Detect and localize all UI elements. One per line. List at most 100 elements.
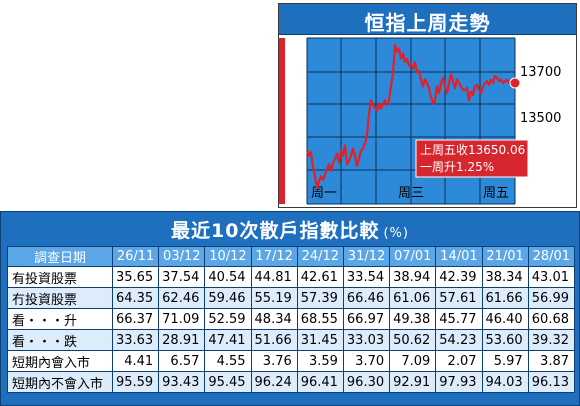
table-cell: 44.81 <box>250 266 298 288</box>
table-cell: 71.09 <box>158 308 206 330</box>
table-cell: 49.38 <box>389 308 437 330</box>
table-cell: 31.45 <box>296 329 344 351</box>
table-cell: 43.01 <box>527 266 576 288</box>
table-cell: 3.70 <box>342 350 391 372</box>
header-date: 07/01 <box>389 246 437 267</box>
line-chart: 周一 周三 周五 13700 13500 上周五收13650.06 一周升1.2… <box>279 37 561 205</box>
table-cell: 96.24 <box>250 371 298 393</box>
row-label: 看・・・升 <box>7 308 113 330</box>
annotation-close: 上周五收13650.06 <box>420 143 525 157</box>
table-cell: 92.91 <box>389 371 437 393</box>
table-row: 有投資股票 35.65 37.54 40.54 44.81 42.61 33.54 38.94… <box>7 266 576 288</box>
table-cell: 38.34 <box>481 266 529 288</box>
table-cell: 46.40 <box>481 308 529 330</box>
table-cell: 42.39 <box>435 266 483 288</box>
chart-title: 恒指上周走勢 <box>364 11 491 35</box>
table-cell: 52.59 <box>204 308 252 330</box>
chart-title-bar: 恒指上周走勢 <box>279 4 576 35</box>
table-cell: 6.57 <box>158 350 206 372</box>
table-cell: 55.19 <box>250 287 298 309</box>
table-title-unit: (%) <box>383 226 409 241</box>
row-label: 短期內會入市 <box>7 350 113 372</box>
table-cell: 95.45 <box>204 371 252 393</box>
table-cell: 39.32 <box>527 329 576 351</box>
table-cell: 7.09 <box>389 350 437 372</box>
row-label: 有投資股票 <box>7 266 113 288</box>
table-cell: 61.66 <box>481 287 529 309</box>
header-date: 31/12 <box>342 246 391 267</box>
retail-index-table: 調查日期 26/11 03/12 10/12 17/12 24/12 31/12 07/01 1… <box>7 246 576 393</box>
table-cell: 5.97 <box>481 350 529 372</box>
table-cell: 40.54 <box>204 266 252 288</box>
table-cell: 96.30 <box>342 371 391 393</box>
table-cell: 59.46 <box>204 287 252 309</box>
table-cell: 61.06 <box>389 287 437 309</box>
table-cell: 3.76 <box>250 350 298 372</box>
table-cell: 33.63 <box>111 329 160 351</box>
header-survey-date: 調查日期 <box>7 246 113 267</box>
left-edge-strip <box>279 38 285 204</box>
y-tick-13500: 13500 <box>520 111 561 126</box>
table-cell: 33.03 <box>342 329 391 351</box>
x-label-wed: 周三 <box>398 186 424 201</box>
table-cell: 37.54 <box>158 266 206 288</box>
annotation-change: 一周升1.25% <box>420 160 494 174</box>
table-cell: 66.97 <box>342 308 391 330</box>
header-date: 24/12 <box>296 246 344 267</box>
table-row: 看・・・升 66.37 71.09 52.59 48.34 68.55 66.97 49.38… <box>7 308 576 330</box>
table-row: 看・・・跌 33.63 28.91 47.41 51.66 31.45 33.03 50.62… <box>7 329 576 351</box>
table-cell: 66.37 <box>111 308 160 330</box>
table-cell: 3.59 <box>296 350 344 372</box>
table-cell: 57.61 <box>435 287 483 309</box>
table-cell: 2.07 <box>435 350 483 372</box>
hsi-weekly-chart: 恒指上周走勢 周一 周三 周五 13700 13500 <box>278 3 577 208</box>
table-cell: 93.43 <box>158 371 206 393</box>
table-cell: 95.59 <box>111 371 160 393</box>
table-cell: 62.46 <box>158 287 206 309</box>
table-cell: 48.34 <box>250 308 298 330</box>
table-cell: 38.94 <box>389 266 437 288</box>
header-date: 14/01 <box>435 246 483 267</box>
annotation-box <box>415 139 529 178</box>
table-cell: 33.54 <box>342 266 391 288</box>
table-body: 有投資股票 35.65 37.54 40.54 44.81 42.61 33.54 38.94… <box>7 266 576 393</box>
close-marker <box>509 77 521 89</box>
header-date: 28/01 <box>527 246 576 267</box>
table-cell: 60.68 <box>527 308 576 330</box>
table-cell: 96.13 <box>527 371 576 393</box>
table-title-text: 最近10次散戶指數比較 <box>171 220 380 242</box>
header-date: 10/12 <box>204 246 252 267</box>
table-cell: 47.41 <box>204 329 252 351</box>
table-cell: 42.61 <box>296 266 344 288</box>
table-cell: 54.23 <box>435 329 483 351</box>
table-row: 短期內不會入市 95.59 93.43 95.45 96.24 96.41 96.30 92.… <box>7 371 576 393</box>
table-cell: 45.77 <box>435 308 483 330</box>
table-cell: 4.55 <box>204 350 252 372</box>
table-cell: 57.39 <box>296 287 344 309</box>
header-date: 17/12 <box>250 246 298 267</box>
table-cell: 97.93 <box>435 371 483 393</box>
table-header-row: 調查日期 26/11 03/12 10/12 17/12 24/12 31/12 07/01 1… <box>7 246 576 267</box>
table-row: 冇投資股票 64.35 62.46 59.46 55.19 57.39 66.46 61.06… <box>7 287 576 309</box>
table-cell: 28.91 <box>158 329 206 351</box>
table-cell: 56.99 <box>527 287 576 309</box>
x-label-mon: 周一 <box>311 186 337 201</box>
table-cell: 4.41 <box>111 350 160 372</box>
row-label: 看・・・跌 <box>7 329 113 351</box>
table-cell: 50.62 <box>389 329 437 351</box>
header-date: 03/12 <box>158 246 206 267</box>
row-label: 冇投資股票 <box>7 287 113 309</box>
table-cell: 96.41 <box>296 371 344 393</box>
table-cell: 66.46 <box>342 287 391 309</box>
y-tick-13700: 13700 <box>520 65 561 80</box>
row-label: 短期內不會入市 <box>7 371 113 393</box>
table-cell: 68.55 <box>296 308 344 330</box>
table-cell: 3.87 <box>527 350 576 372</box>
hsi-series-line <box>305 43 515 190</box>
table-row: 短期內會入市 4.41 6.57 4.55 3.76 3.59 3.70 7.09 2.07 5.… <box>7 350 576 372</box>
x-label-fri: 周五 <box>483 186 509 201</box>
table-cell: 51.66 <box>250 329 298 351</box>
gridlines <box>306 37 516 205</box>
table-cell: 53.60 <box>481 329 529 351</box>
table-cell: 64.35 <box>111 287 160 309</box>
